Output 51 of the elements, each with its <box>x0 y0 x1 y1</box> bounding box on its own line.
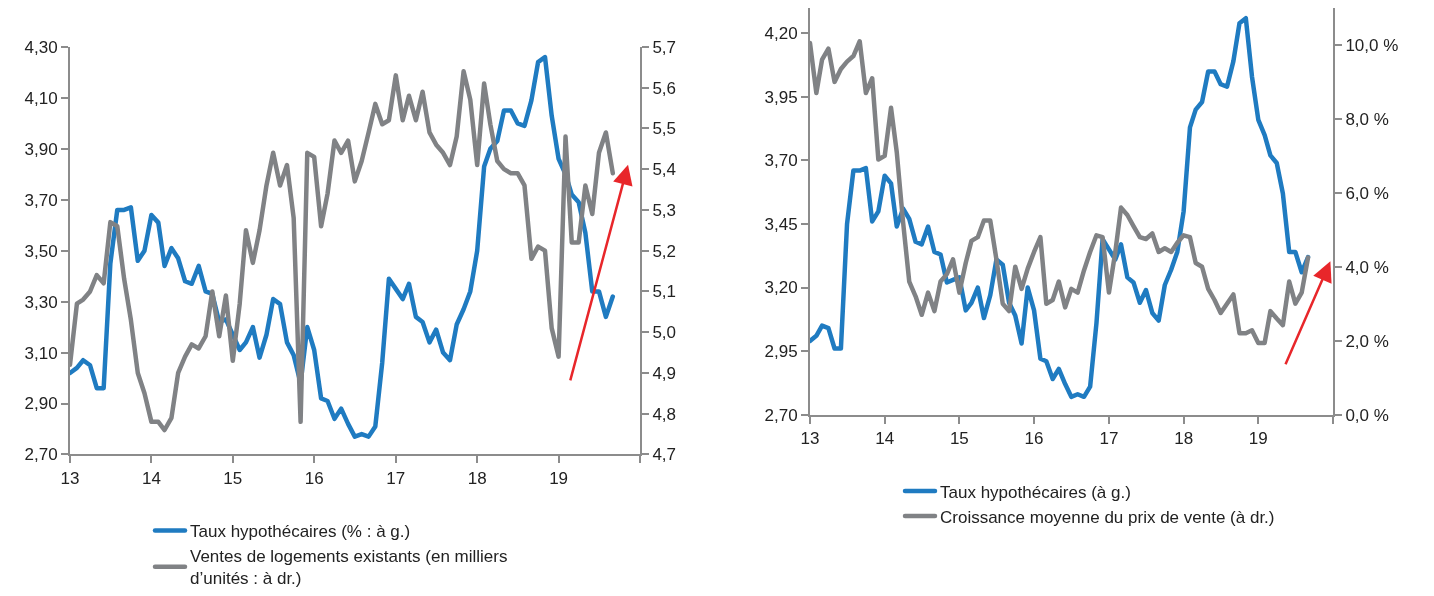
x-tick-label: 15 <box>223 468 243 488</box>
y2-tick-label: 4,8 <box>652 404 677 424</box>
y2-tick-label: 0,0 % <box>1345 405 1389 425</box>
y2-tick-label: 5,2 <box>652 241 677 261</box>
y2-tick-label: 8,0 % <box>1345 109 1389 129</box>
x-tick-label: 19 <box>1248 429 1268 448</box>
y-tick-label: 3,70 <box>764 151 798 171</box>
y2-tick-label: 6,0 % <box>1345 183 1389 203</box>
x-tick-label: 15 <box>949 429 969 448</box>
y-tick-label: 3,10 <box>24 343 58 363</box>
y-tick-label: 3,45 <box>764 214 798 234</box>
x-tick-label: 18 <box>467 468 487 488</box>
x-tick-label: 13 <box>800 429 820 448</box>
y-tick-label: 3,30 <box>24 292 58 312</box>
y2-tick-label: 4,9 <box>652 363 677 383</box>
x-tick-label: 14 <box>875 429 895 448</box>
legend-label: Ventes de logements existants (en milliers d’unités : à dr.) <box>190 547 508 589</box>
y2-tick-label: 5,4 <box>652 160 677 180</box>
legend-label: Taux hypothécaires (à g.) <box>940 482 1131 502</box>
y2-tick-label: 2,0 % <box>1345 331 1389 351</box>
y-tick-label: 3,70 <box>24 190 58 210</box>
x-tick-label: 19 <box>549 468 569 488</box>
y2-tick-label: 5,6 <box>652 78 677 98</box>
y2-tick-label: 5,3 <box>652 200 677 220</box>
legend-label: Taux hypothécaires (% : à g.) <box>190 522 411 542</box>
y-tick-label: 4,20 <box>764 24 798 44</box>
y2-tick-label: 10,0 % <box>1345 35 1399 55</box>
y-tick-label: 2,70 <box>764 405 798 425</box>
y2-tick-label: 5,5 <box>652 119 677 139</box>
y-tick-label: 2,70 <box>24 445 58 465</box>
x-tick-label: 18 <box>1174 429 1194 448</box>
y2-tick-label: 5,0 <box>652 323 677 343</box>
y-tick-label: 4,30 <box>24 37 58 57</box>
y-tick-label: 3,50 <box>24 241 58 261</box>
y-tick-label: 2,95 <box>764 342 798 362</box>
y-tick-label: 3,90 <box>24 139 58 159</box>
x-tick-label: 17 <box>386 468 406 488</box>
y2-tick-label: 4,0 % <box>1345 257 1389 277</box>
y2-tick-label: 4,7 <box>652 445 677 465</box>
x-tick-label: 16 <box>304 468 324 488</box>
x-tick-label: 16 <box>1024 429 1044 448</box>
legend-label: Croissance moyenne du prix de vente (à dr.) <box>940 507 1275 527</box>
y-tick-label: 4,10 <box>24 88 58 108</box>
x-tick-label: 13 <box>60 468 80 488</box>
x-tick-label: 14 <box>141 468 161 488</box>
y-tick-label: 3,95 <box>764 87 798 107</box>
y-tick-label: 3,20 <box>764 278 798 298</box>
y2-tick-label: 5,7 <box>652 37 677 57</box>
y-tick-label: 2,90 <box>24 394 58 414</box>
y2-tick-label: 5,1 <box>652 282 677 302</box>
x-tick-label: 17 <box>1099 429 1119 448</box>
